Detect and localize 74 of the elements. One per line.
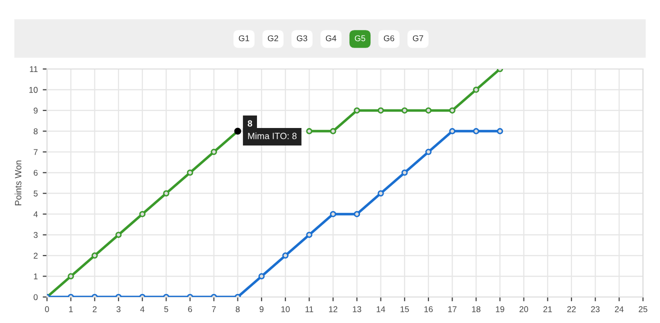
annotation: 8 xyxy=(248,120,252,127)
point xyxy=(401,107,408,114)
x-tick-label: 12 xyxy=(329,306,338,312)
y-axis-title: Points Won xyxy=(14,160,22,206)
point xyxy=(449,107,456,114)
text: G6 xyxy=(384,35,394,42)
x-tick-label: 9 xyxy=(260,306,264,312)
point xyxy=(186,170,194,176)
point xyxy=(330,210,336,218)
point xyxy=(425,148,432,156)
text: G2 xyxy=(268,35,278,42)
point xyxy=(68,273,74,280)
x-tick-label: 21 xyxy=(543,306,552,312)
point xyxy=(425,107,432,114)
x-tick-label: 17 xyxy=(448,306,456,312)
x-tick-label: 23 xyxy=(591,306,600,312)
text: G4 xyxy=(326,35,336,42)
y-tick-label: 8 xyxy=(34,128,38,134)
text: G1 xyxy=(238,35,250,42)
point xyxy=(354,210,360,218)
x-tick-label: 18 xyxy=(472,306,480,312)
point xyxy=(354,107,360,114)
point xyxy=(496,128,504,134)
y-tick-label: 5 xyxy=(34,190,38,196)
point xyxy=(378,107,384,114)
text: G7 xyxy=(412,35,424,42)
text: G3 xyxy=(296,35,308,42)
y-tick-label: 10 xyxy=(29,86,38,93)
point xyxy=(378,190,384,196)
x-tick-label: 4 xyxy=(140,306,144,312)
y-tick-label: 9 xyxy=(34,108,38,114)
annotation: Mima ITO: 8 xyxy=(248,132,297,140)
point xyxy=(306,128,312,134)
point xyxy=(401,170,408,176)
x-tick-label: 15 xyxy=(400,306,409,312)
x-tick-label: 0 xyxy=(45,306,49,312)
x-tick-label: 10 xyxy=(281,306,290,312)
x-tick-label: 3 xyxy=(116,306,120,312)
point xyxy=(330,128,336,134)
x-tick-label: 11 xyxy=(306,306,314,312)
x-tick-label: 22 xyxy=(567,306,576,312)
point xyxy=(472,128,480,134)
x-tick-label: 7 xyxy=(212,306,216,312)
point xyxy=(139,210,146,218)
point xyxy=(92,252,98,259)
x-tick-label: 14 xyxy=(376,306,386,312)
point xyxy=(258,273,265,280)
x-tick-label: 19 xyxy=(496,306,504,312)
y-tick-label: 0 xyxy=(34,294,38,300)
point xyxy=(115,232,122,238)
x-tick-label: 24 xyxy=(614,306,624,312)
x-tick-label: 2 xyxy=(92,306,97,312)
y-tick-label: 11 xyxy=(30,66,38,72)
y-tick-label: 4 xyxy=(34,211,38,218)
text: G5 xyxy=(354,35,366,42)
x-tick-label: 13 xyxy=(352,306,362,312)
point xyxy=(210,148,218,156)
y-tick-label: 7 xyxy=(34,149,38,155)
x-tick-label: 25 xyxy=(638,306,648,312)
point xyxy=(282,252,289,259)
y-tick-label: 1 xyxy=(34,274,38,280)
x-tick-label: 8 xyxy=(236,306,240,312)
x-tick-label: 5 xyxy=(164,306,168,312)
y-tick-label: 2 xyxy=(34,252,38,259)
y-tick-label: 6 xyxy=(34,170,38,176)
x-tick-label: 6 xyxy=(188,306,192,312)
point xyxy=(449,128,456,134)
point xyxy=(163,190,170,196)
x-tick-label: 16 xyxy=(424,306,433,312)
point xyxy=(306,232,312,238)
point xyxy=(472,86,480,93)
x-tick-label: 20 xyxy=(520,306,528,312)
x-tick-label: 1 xyxy=(69,306,73,312)
y-tick-label: 3 xyxy=(34,232,38,238)
